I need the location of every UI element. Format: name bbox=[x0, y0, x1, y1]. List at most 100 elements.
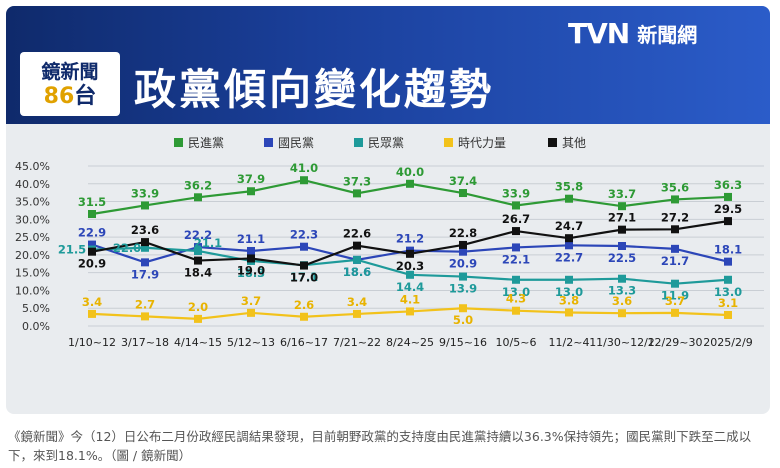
data-label: 22.2 bbox=[184, 228, 212, 242]
data-point bbox=[247, 187, 255, 196]
data-label: 21.1 bbox=[194, 236, 222, 250]
data-label: 13.3 bbox=[608, 284, 636, 298]
data-point bbox=[88, 309, 96, 318]
x-tick-label: 8/24~25 bbox=[386, 336, 434, 349]
y-tick-label: 40.0% bbox=[15, 178, 50, 191]
data-label: 19.0 bbox=[237, 263, 265, 277]
legend-label: 民眾黨 bbox=[368, 136, 404, 150]
data-point bbox=[724, 310, 732, 319]
legend-swatch bbox=[174, 138, 183, 147]
data-label: 21.2 bbox=[396, 232, 424, 246]
x-tick-label: 1/10~12 bbox=[68, 336, 116, 349]
data-label: 3.1 bbox=[718, 296, 738, 310]
show-name: 鏡新聞 bbox=[41, 61, 99, 83]
y-tick-label: 20.0% bbox=[15, 249, 50, 262]
y-tick-label: 25.0% bbox=[15, 231, 50, 244]
data-point bbox=[353, 309, 361, 318]
data-label: 2.0 bbox=[188, 300, 208, 314]
data-point bbox=[459, 247, 467, 256]
data-point bbox=[565, 241, 573, 250]
data-label: 29.5 bbox=[714, 202, 742, 216]
data-point bbox=[406, 249, 414, 258]
data-point bbox=[565, 308, 573, 317]
data-point bbox=[512, 227, 520, 236]
y-tick-label: 45.0% bbox=[15, 160, 50, 173]
data-point bbox=[724, 192, 732, 201]
data-point bbox=[194, 256, 202, 265]
data-point bbox=[459, 189, 467, 198]
data-label: 36.2 bbox=[184, 178, 212, 192]
data-label: 3.8 bbox=[559, 293, 579, 307]
data-point bbox=[459, 240, 467, 249]
data-label: 37.9 bbox=[237, 172, 265, 186]
data-label: 37.3 bbox=[343, 174, 371, 188]
data-point bbox=[724, 257, 732, 266]
data-label: 21.5 bbox=[58, 243, 86, 257]
data-point bbox=[512, 243, 520, 252]
data-label: 20.9 bbox=[78, 257, 106, 271]
data-label: 2.7 bbox=[135, 297, 155, 311]
data-label: 22.0 bbox=[113, 241, 141, 255]
data-point bbox=[194, 246, 202, 255]
data-label: 3.7 bbox=[665, 294, 685, 308]
data-label: 21.7 bbox=[661, 254, 689, 268]
y-tick-label: 35.0% bbox=[15, 196, 50, 209]
show-number: 86 bbox=[43, 84, 75, 109]
data-label: 18.1 bbox=[714, 243, 742, 257]
data-label: 4.3 bbox=[506, 292, 526, 306]
data-point bbox=[671, 279, 679, 288]
data-label: 41.0 bbox=[290, 161, 318, 175]
data-point bbox=[88, 210, 96, 218]
data-label: 35.8 bbox=[555, 180, 583, 194]
x-tick-label: 6/16~17 bbox=[280, 336, 328, 349]
y-tick-label: 15.0% bbox=[15, 267, 50, 280]
y-tick-label: 5.0% bbox=[22, 302, 50, 315]
data-label: 33.7 bbox=[608, 187, 636, 201]
data-label: 40.0 bbox=[396, 165, 424, 179]
data-point bbox=[671, 308, 679, 317]
data-label: 22.9 bbox=[78, 226, 106, 240]
data-label: 14.4 bbox=[396, 280, 424, 294]
data-label: 22.1 bbox=[502, 252, 530, 266]
data-label: 3.4 bbox=[82, 295, 102, 309]
data-point bbox=[194, 193, 202, 202]
data-label: 33.9 bbox=[131, 186, 159, 200]
data-label: 3.6 bbox=[612, 294, 632, 308]
data-label: 27.1 bbox=[608, 211, 636, 225]
data-label: 2.6 bbox=[294, 298, 314, 312]
x-tick-label: 12/29~30 bbox=[648, 336, 703, 349]
y-tick-label: 30.0% bbox=[15, 213, 50, 226]
data-point bbox=[406, 179, 414, 188]
data-point bbox=[671, 195, 679, 204]
data-point bbox=[459, 272, 467, 281]
data-point bbox=[300, 176, 308, 185]
data-point bbox=[724, 275, 732, 284]
chart-card: TVN 新聞網 鏡新聞 86台 政黨傾向變化趨勢 0.0% 5.0% 10.0% 15… bbox=[6, 6, 770, 414]
y-tick-label: 0.0% bbox=[22, 320, 50, 333]
x-tick-label: 11/30~12/2 bbox=[589, 336, 655, 349]
show-badge: 鏡新聞 86台 bbox=[20, 52, 120, 116]
data-label: 35.6 bbox=[661, 180, 689, 194]
data-point bbox=[512, 275, 520, 284]
news-caption: 《鏡新聞》今（12）日公布二月份政經民調結果發現，目前朝野政黨的支持度由民進黨持… bbox=[8, 429, 752, 463]
data-label: 3.4 bbox=[347, 295, 367, 309]
data-label: 22.8 bbox=[449, 226, 477, 240]
data-point bbox=[141, 238, 149, 247]
data-point bbox=[724, 217, 732, 226]
legend-label: 國民黨 bbox=[278, 136, 314, 150]
data-point bbox=[194, 314, 202, 323]
data-label: 13.0 bbox=[714, 285, 742, 299]
data-point bbox=[141, 312, 149, 321]
show-channel: 86台 bbox=[20, 84, 120, 110]
data-label: 26.7 bbox=[502, 212, 530, 226]
x-tick-label: 2025/2/9 bbox=[703, 336, 752, 349]
data-label: 24.7 bbox=[555, 219, 583, 233]
title-banner: TVN 新聞網 鏡新聞 86台 政黨傾向變化趨勢 bbox=[6, 6, 770, 124]
data-label: 17.0 bbox=[290, 271, 318, 285]
brand: TVN 新聞網 bbox=[568, 16, 697, 50]
legend-swatch bbox=[548, 138, 557, 147]
data-point bbox=[618, 274, 626, 283]
x-tick-label: 4/14~15 bbox=[174, 336, 222, 349]
data-point bbox=[618, 309, 626, 318]
legend-label: 時代力量 bbox=[458, 136, 506, 150]
